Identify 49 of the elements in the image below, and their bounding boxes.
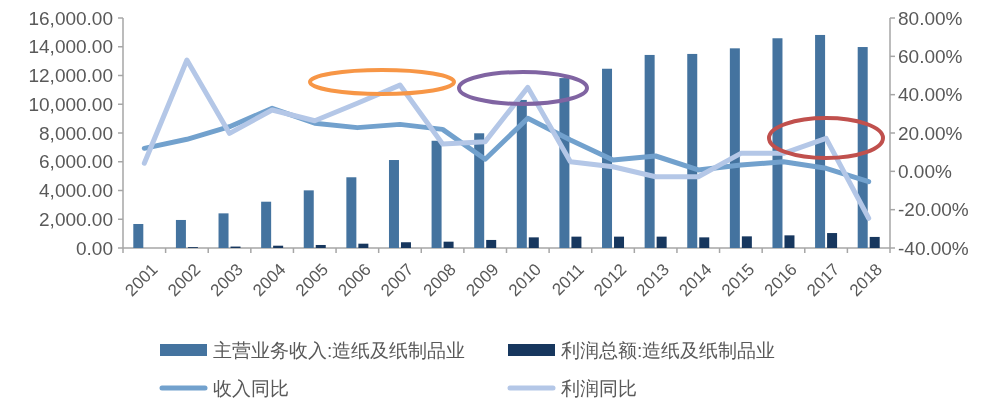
legend-label: 收入同比 <box>213 378 289 399</box>
bar <box>486 239 497 248</box>
bar <box>303 190 314 248</box>
y2-tick-label: -40.00% <box>898 237 969 259</box>
y-tick-label: 2,000.00 <box>39 208 113 230</box>
bar <box>261 201 272 248</box>
y-tick-label: 0.00 <box>76 237 113 259</box>
y-tick-label: 14,000.00 <box>28 36 113 58</box>
bar <box>388 160 399 248</box>
bar <box>528 237 539 248</box>
legend-label: 利润总额:造纸及纸制品业 <box>561 340 776 361</box>
legend-label: 主营业务收入:造纸及纸制品业 <box>213 340 466 361</box>
y2-tick-label: 80.00% <box>898 7 963 29</box>
legend-label: 利润同比 <box>561 378 637 399</box>
bar <box>699 237 710 248</box>
bar <box>431 140 442 248</box>
bar <box>687 53 698 248</box>
bar <box>315 244 326 248</box>
bar <box>729 48 740 248</box>
bar <box>218 213 229 248</box>
bar <box>400 242 411 248</box>
bar <box>656 236 667 248</box>
bar <box>784 235 795 248</box>
bar <box>133 223 144 248</box>
bar <box>772 38 783 248</box>
y-tick-label: 12,000.00 <box>28 65 113 86</box>
bar <box>358 243 369 248</box>
y-tick-label: 8,000.00 <box>39 122 113 144</box>
y-tick-label: 6,000.00 <box>39 151 113 173</box>
bar <box>815 34 826 248</box>
bar <box>644 54 655 248</box>
bar <box>175 219 186 248</box>
bar <box>571 236 582 248</box>
bar <box>443 241 454 248</box>
bar <box>346 177 357 248</box>
y2-tick-label: -20.00% <box>898 199 969 221</box>
y-tick-label: 4,000.00 <box>39 180 113 201</box>
y-tick-label: 10,000.00 <box>28 93 113 115</box>
bar <box>516 99 527 248</box>
bar <box>741 236 752 248</box>
y2-tick-label: 60.00% <box>898 45 963 67</box>
y2-tick-label: 20.00% <box>898 122 963 144</box>
bar <box>869 236 880 248</box>
bar <box>614 236 625 248</box>
bar <box>602 68 613 248</box>
bar <box>827 233 838 248</box>
y2-tick-label: 0.00% <box>898 160 952 182</box>
y2-tick-label: 40.00% <box>898 84 963 106</box>
y-tick-label: 16,000.00 <box>28 7 113 29</box>
